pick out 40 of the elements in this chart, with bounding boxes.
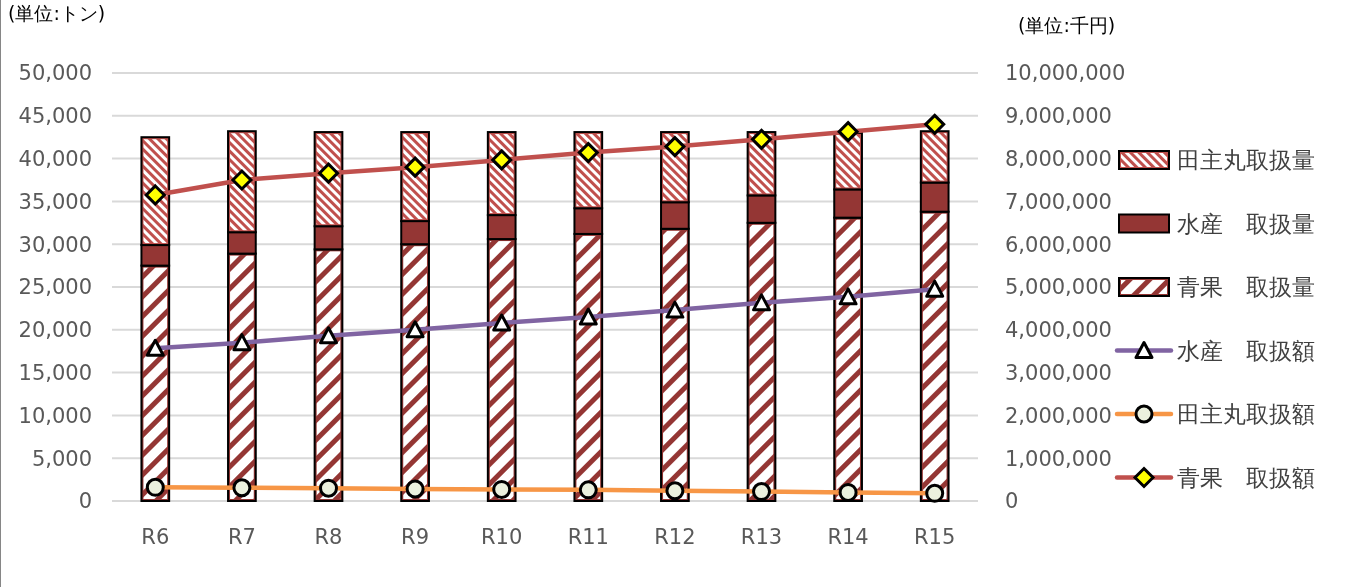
- x-tick-label: R6: [141, 525, 170, 550]
- y2-tick-label: 7,000,000: [1005, 189, 1112, 214]
- legend-label: 田主丸取扱量: [1177, 147, 1315, 174]
- y2-tick-label: 1,000,000: [1005, 446, 1112, 471]
- legend-label: 水産 取扱量: [1177, 210, 1315, 237]
- x-tick-label: R8: [314, 525, 343, 550]
- x-tick-label: R9: [401, 525, 430, 550]
- y2-tick-label: 9,000,000: [1005, 104, 1112, 129]
- x-tick-label: R13: [740, 525, 783, 550]
- legend-label: 青果 取扱額: [1177, 464, 1315, 491]
- x-tick-label: R11: [567, 525, 609, 550]
- y-tick-label: 35,000: [18, 189, 92, 214]
- x-tick-label: R7: [227, 525, 256, 550]
- y2-tick-label: 4,000,000: [1005, 318, 1112, 343]
- y2-axis-title: (単位:千円): [1018, 14, 1116, 36]
- legend-label: 田主丸取扱額: [1177, 401, 1315, 428]
- x-tick-label: R12: [654, 525, 696, 550]
- y-tick-label: 20,000: [18, 318, 92, 343]
- y2-tick-label: 6,000,000: [1005, 232, 1112, 257]
- y2-tick-label: 3,000,000: [1005, 360, 1112, 385]
- y-tick-label: 10,000: [18, 403, 92, 428]
- x-tick-label: R15: [914, 525, 956, 550]
- y-axis-title: (単位:トン): [8, 2, 106, 24]
- y-tick-label: 5,000: [31, 446, 92, 471]
- y-tick-label: 45,000: [18, 104, 92, 129]
- y-tick-label: 50,000: [18, 61, 92, 86]
- y-tick-label: 30,000: [18, 232, 92, 257]
- legend-label: 青果 取扱量: [1177, 274, 1315, 301]
- y-tick-label: 15,000: [18, 360, 92, 385]
- y2-tick-label: 2,000,000: [1005, 403, 1112, 428]
- y-tick-label: 40,000: [18, 146, 92, 171]
- y2-tick-label: 10,000,000: [1005, 61, 1126, 86]
- y2-tick-label: 0: [1005, 489, 1019, 514]
- legend-label: 水産 取扱額: [1177, 337, 1315, 364]
- y-tick-label: 25,000: [18, 275, 92, 300]
- x-tick-label: R14: [827, 525, 869, 550]
- x-tick-label: R10: [481, 525, 523, 550]
- y-tick-label: 0: [78, 489, 92, 514]
- y2-tick-label: 8,000,000: [1005, 146, 1112, 171]
- y2-tick-label: 5,000,000: [1005, 275, 1112, 300]
